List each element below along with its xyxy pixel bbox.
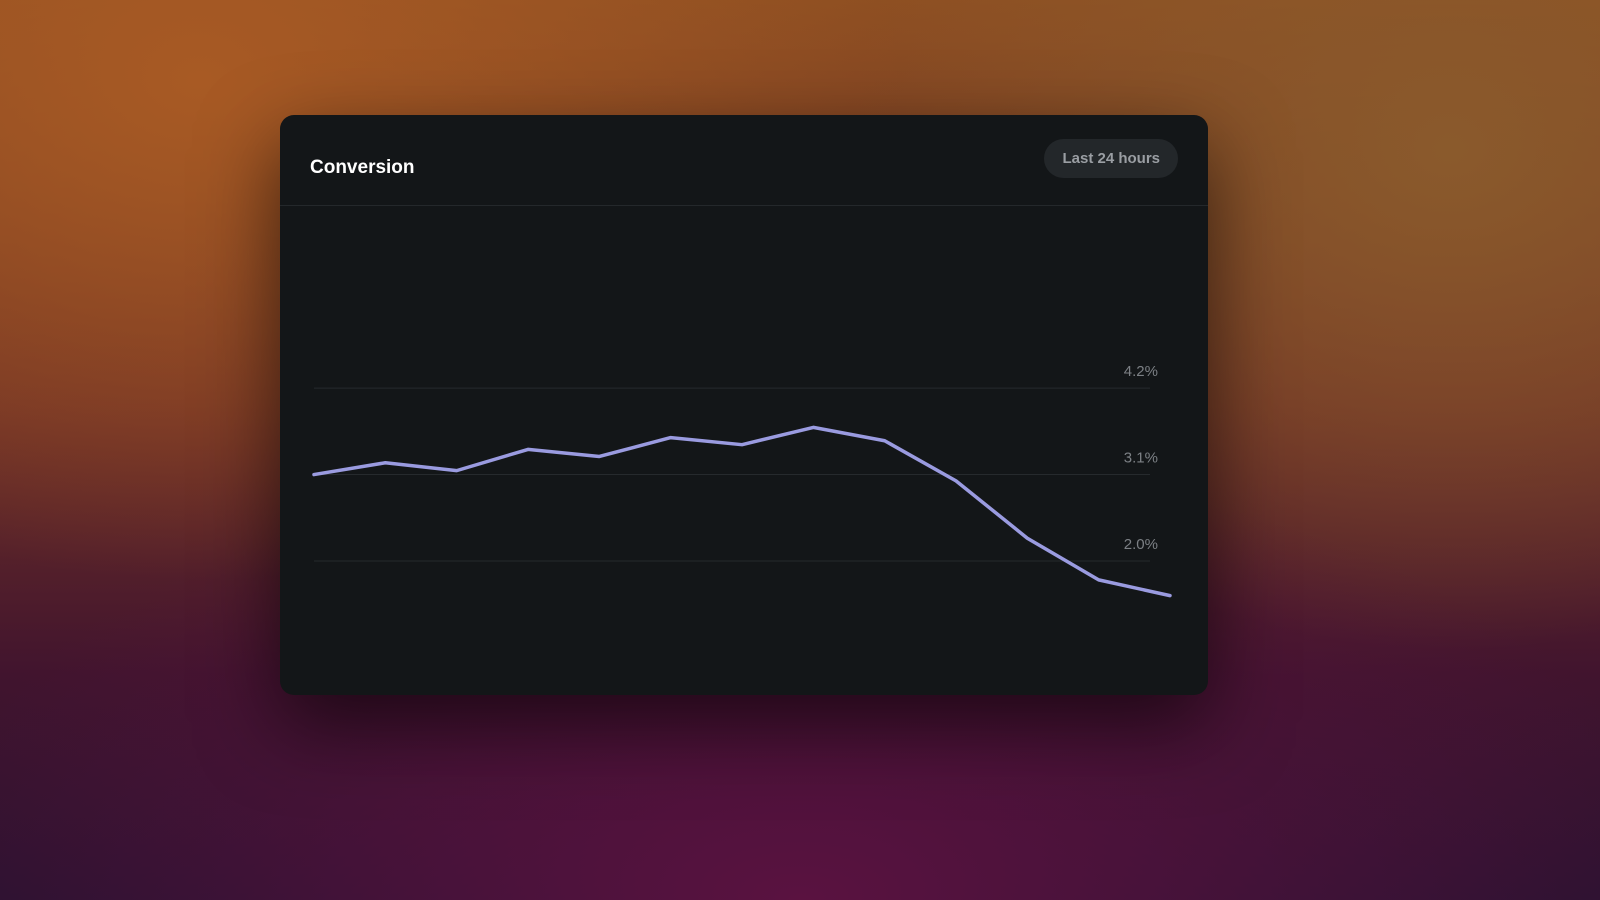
data-line bbox=[312, 425, 1172, 598]
time-range-button[interactable]: Last 24 hours bbox=[1044, 139, 1178, 178]
y-tick-label: 2.0% bbox=[1124, 536, 1158, 553]
chart-card: Conversion Last 24 hours 2.0% 3.1% 4.2% bbox=[280, 115, 1208, 695]
chart-title: Conversion bbox=[310, 157, 415, 178]
divider bbox=[280, 205, 1208, 206]
y-tick-label: 3.1% bbox=[1124, 450, 1158, 467]
y-tick-label: 4.2% bbox=[1124, 363, 1158, 380]
chart: 2.0% 3.1% 4.2% bbox=[312, 363, 1172, 598]
